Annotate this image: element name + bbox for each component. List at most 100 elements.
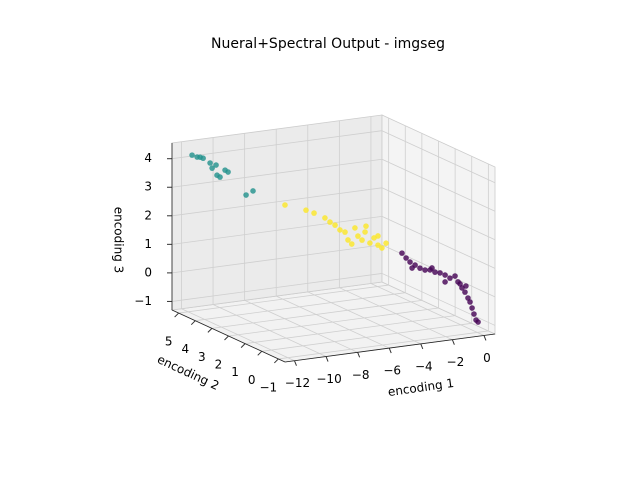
point bbox=[213, 162, 219, 168]
point bbox=[457, 281, 463, 287]
point bbox=[375, 233, 381, 239]
point bbox=[327, 219, 333, 225]
grid-line bbox=[381, 215, 496, 269]
point bbox=[362, 229, 368, 235]
point bbox=[243, 192, 249, 198]
point bbox=[303, 207, 309, 213]
y-tick-label: 4 bbox=[181, 342, 189, 356]
x-tick-label: −2 bbox=[447, 355, 465, 369]
point bbox=[403, 255, 409, 261]
z-tick-label: 0 bbox=[144, 265, 152, 279]
point bbox=[348, 241, 355, 247]
tick-mark bbox=[207, 327, 213, 333]
point bbox=[471, 311, 477, 317]
tick-mark bbox=[451, 339, 455, 345]
chart-title: Nueral+Spectral Output - imgseg bbox=[211, 36, 445, 52]
x-tick-label: −12 bbox=[285, 376, 310, 390]
z-tick-label: −1 bbox=[134, 294, 152, 308]
x-tick-label: −8 bbox=[352, 368, 370, 382]
grid-line bbox=[178, 284, 389, 314]
tick-mark bbox=[325, 356, 329, 362]
grid-line bbox=[381, 273, 496, 326]
y-tick-label: 5 bbox=[165, 335, 173, 349]
point bbox=[429, 265, 435, 271]
point bbox=[447, 275, 453, 281]
point bbox=[332, 222, 338, 228]
point bbox=[442, 279, 448, 285]
point bbox=[407, 259, 413, 265]
grid-line bbox=[211, 299, 422, 329]
point bbox=[207, 160, 213, 166]
x-axis-line bbox=[284, 333, 496, 363]
x-tick-label: −6 bbox=[383, 364, 401, 378]
grid-line bbox=[245, 315, 456, 345]
grid-line bbox=[381, 130, 496, 184]
point bbox=[355, 233, 361, 239]
grid-line bbox=[261, 322, 472, 352]
grid-line bbox=[171, 158, 383, 188]
tick-mark bbox=[273, 358, 279, 364]
grid-line bbox=[381, 187, 496, 241]
point bbox=[432, 269, 438, 275]
x-tick-label: −4 bbox=[415, 359, 433, 373]
point bbox=[217, 174, 223, 180]
point bbox=[352, 225, 358, 231]
point bbox=[189, 152, 195, 158]
point bbox=[337, 227, 343, 233]
point bbox=[409, 265, 415, 271]
point bbox=[475, 319, 481, 325]
point bbox=[209, 165, 215, 171]
tick-mark bbox=[190, 320, 196, 326]
point bbox=[462, 289, 468, 295]
y-axis-line bbox=[171, 309, 286, 363]
y-tick-label: −1 bbox=[260, 380, 278, 394]
grid-line bbox=[278, 330, 489, 360]
y-axis-label: encoding 2 bbox=[155, 352, 221, 393]
tick-mark bbox=[420, 343, 424, 350]
point bbox=[367, 240, 373, 246]
point bbox=[379, 245, 385, 251]
y-tick-label: 2 bbox=[215, 358, 223, 372]
point bbox=[375, 242, 381, 248]
point bbox=[311, 210, 317, 216]
tick-mark bbox=[294, 360, 297, 366]
tick-mark bbox=[388, 347, 392, 354]
point bbox=[467, 299, 473, 305]
z-tick-label: 3 bbox=[144, 180, 152, 194]
point bbox=[417, 265, 423, 271]
point bbox=[363, 223, 369, 229]
z-tick-label: 2 bbox=[144, 208, 152, 222]
tick-mark bbox=[240, 343, 246, 349]
point bbox=[342, 229, 348, 235]
point bbox=[469, 305, 475, 311]
z-axis-label: encoding 3 bbox=[112, 207, 126, 274]
pane-back bbox=[171, 114, 383, 311]
y-tick-label: 3 bbox=[198, 350, 206, 364]
grid-line bbox=[381, 158, 496, 212]
point bbox=[437, 270, 443, 276]
x-axis-label: encoding 1 bbox=[387, 376, 455, 399]
point bbox=[359, 237, 365, 243]
x-tick-label: 0 bbox=[483, 351, 491, 365]
y-tick-label: 1 bbox=[231, 365, 239, 379]
point bbox=[383, 240, 389, 246]
y-tick-label: 0 bbox=[248, 373, 256, 387]
point bbox=[225, 169, 231, 175]
grid-line bbox=[195, 292, 406, 322]
grid-line bbox=[228, 307, 439, 337]
grid-line bbox=[171, 273, 383, 302]
grid-line bbox=[171, 215, 383, 245]
point bbox=[197, 154, 203, 160]
z-tick-label: 4 bbox=[144, 151, 152, 165]
point bbox=[250, 188, 256, 194]
point bbox=[282, 202, 288, 208]
x-tick-label: −10 bbox=[316, 372, 341, 386]
grid-line bbox=[171, 187, 383, 217]
z-tick-label: 1 bbox=[144, 237, 152, 251]
point bbox=[345, 237, 351, 243]
grid-line bbox=[171, 130, 383, 160]
tick-mark bbox=[224, 335, 229, 341]
tick-mark bbox=[483, 335, 487, 341]
point bbox=[322, 215, 328, 221]
